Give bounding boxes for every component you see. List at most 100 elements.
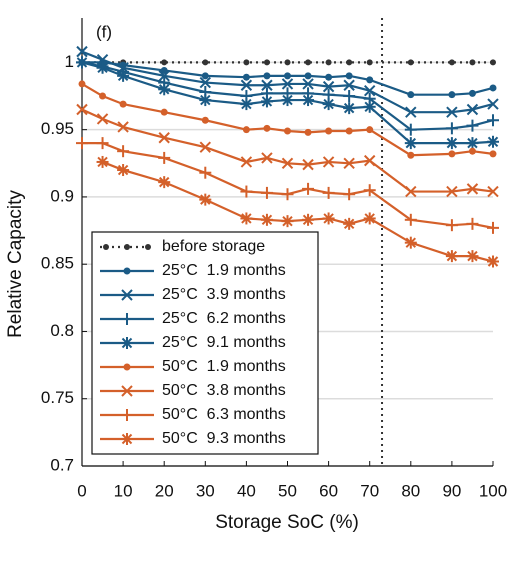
marker-stroke [343,102,355,114]
marker-stroke [364,213,375,224]
marker-stroke [241,98,252,110]
marker [199,94,212,107]
marker-stroke [467,250,478,262]
marker-dot [407,151,415,159]
marker-dot [103,244,109,250]
marker-stroke [446,250,458,262]
marker-stroke [405,106,417,118]
marker-dot [284,72,291,80]
marker [117,145,130,158]
series-line [81,61,494,145]
marker [281,157,294,170]
series-line [81,82,494,157]
marker [199,141,212,153]
marker [343,217,356,230]
marker [468,89,476,97]
marker-dot [407,91,415,99]
marker-stroke [240,79,253,91]
marker [343,188,356,201]
marker [325,127,333,135]
marker-dot [263,124,271,132]
marker [466,103,479,116]
y-tick-label: 1 [65,52,74,71]
marker [160,108,168,116]
marker [302,94,315,107]
marker-dot [325,59,332,66]
marker-stroke [117,121,129,133]
marker [123,363,131,371]
marker [242,126,250,134]
marker-stroke [117,70,129,82]
marker [343,102,356,115]
marker [121,433,133,445]
marker [407,151,415,159]
marker-dot [263,59,270,66]
x-tick-label: 0 [77,481,86,500]
marker [445,137,458,150]
marker [281,78,294,90]
marker-dot [304,72,312,80]
x-tick-label: 70 [360,481,379,500]
marker [343,79,355,91]
marker-stroke [200,94,211,106]
marker [302,78,314,90]
marker [405,185,417,198]
marker-dot [448,59,455,66]
y-tick-label: 0.9 [50,186,74,205]
marker [96,137,109,150]
marker [322,80,335,93]
marker [121,385,133,397]
marker-stroke [302,94,314,106]
marker-dot [448,91,456,99]
marker [201,116,209,124]
marker [240,212,253,225]
marker [263,72,271,80]
marker [487,221,499,234]
marker [284,72,291,80]
marker-stroke [487,185,499,198]
marker-dot [448,150,456,158]
marker [466,137,479,150]
marker [96,155,109,168]
marker [158,151,171,164]
marker-dot [468,147,476,155]
y-tick-label: 0.75 [41,388,74,407]
marker [407,59,414,66]
marker-dot [345,127,353,135]
marker [325,73,333,81]
marker-stroke [158,70,170,82]
marker-dot [99,92,107,100]
series-line [81,108,494,193]
legend-label: 50°C 6.3 months [162,406,286,423]
marker-stroke [261,214,273,226]
marker-stroke [158,84,170,95]
marker [117,69,130,82]
marker-stroke [158,132,170,144]
marker-stroke [487,98,499,110]
marker-stroke [261,96,273,107]
panel-label: (f) [96,22,112,41]
legend-label: 50°C 9.3 months [162,430,286,447]
marker-stroke [76,57,88,68]
x-tick-label: 40 [237,481,256,500]
marker [487,98,499,110]
marker [322,186,335,199]
marker [76,45,88,58]
marker [343,90,356,103]
marker [487,135,499,148]
series-line [81,50,494,114]
marker-stroke [76,103,88,116]
marker [117,164,130,177]
marker [302,182,315,195]
marker-stroke [363,84,376,97]
marker [123,267,131,275]
marker-dot [202,59,209,66]
marker [363,84,376,97]
marker-dot [160,66,168,74]
marker [160,66,168,74]
marker-stroke [117,164,129,176]
legend-label: before storage [162,238,265,255]
x-tick-label: 30 [196,481,215,500]
marker-dot [366,76,374,84]
marker [446,185,458,198]
